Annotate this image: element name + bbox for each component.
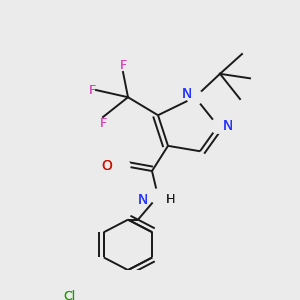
Circle shape bbox=[187, 90, 203, 104]
Text: N: N bbox=[138, 193, 148, 207]
Circle shape bbox=[150, 189, 166, 203]
Text: H: H bbox=[166, 193, 175, 206]
Text: F: F bbox=[89, 83, 96, 97]
Text: N: N bbox=[138, 193, 148, 207]
Text: F: F bbox=[99, 117, 106, 130]
Text: F: F bbox=[119, 59, 127, 72]
Text: H: H bbox=[166, 193, 175, 206]
Text: F: F bbox=[99, 117, 106, 130]
Text: N: N bbox=[182, 87, 192, 100]
Text: N: N bbox=[182, 87, 192, 100]
Text: O: O bbox=[101, 159, 112, 172]
Text: Cl: Cl bbox=[63, 290, 75, 300]
Circle shape bbox=[114, 158, 130, 173]
Circle shape bbox=[210, 119, 226, 133]
Text: N: N bbox=[223, 119, 233, 133]
Text: F: F bbox=[119, 59, 127, 72]
Text: O: O bbox=[101, 159, 112, 172]
Text: Cl: Cl bbox=[63, 290, 75, 300]
Text: F: F bbox=[89, 83, 96, 97]
Text: N: N bbox=[223, 119, 233, 133]
